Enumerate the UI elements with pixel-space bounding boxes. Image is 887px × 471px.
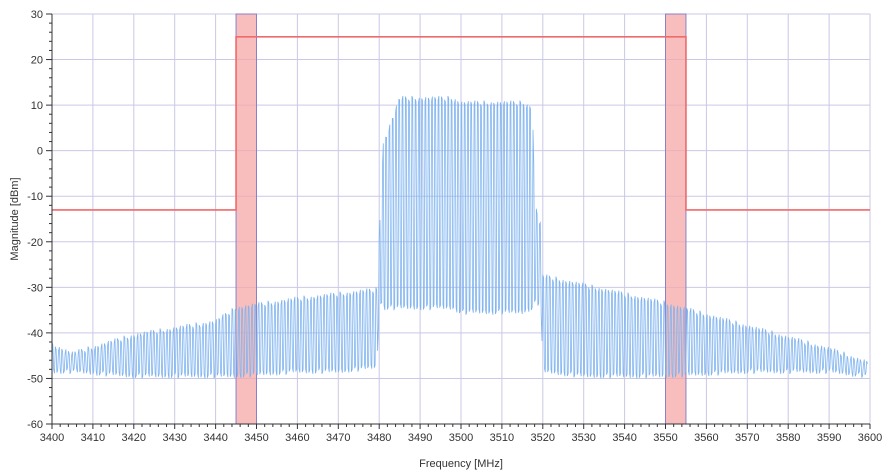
x-tick-label: 3480	[367, 432, 391, 444]
mask-series	[52, 35, 870, 211]
x-tick-label: 3550	[653, 432, 677, 444]
x-tick-label: 3490	[408, 432, 432, 444]
x-tick-label: 3510	[490, 432, 514, 444]
x-tick-label: 3520	[531, 432, 555, 444]
y-tick-label: -30	[27, 282, 43, 294]
axes: 3400 3410 3420 3430 3440 3450 3460 3470 3480 3490…	[27, 9, 882, 444]
spectrum-series	[51, 95, 868, 379]
x-tick-label: 3460	[285, 432, 309, 444]
x-tick-label: 3590	[817, 432, 841, 444]
y-axis-label: Magnitude [dBm]	[9, 177, 21, 260]
y-tick-label: 30	[31, 9, 43, 21]
x-tick-label: 3470	[326, 432, 350, 444]
spectrum-trace	[51, 95, 868, 379]
y-tick-label: 0	[37, 146, 43, 158]
x-axis-label: Frequency [MHz]	[419, 458, 503, 470]
y-tick-label: 20	[31, 55, 43, 67]
y-tick-label: 10	[31, 100, 43, 112]
x-tick-label: 3500	[449, 432, 473, 444]
y-tick-label: -10	[27, 191, 43, 203]
x-tick-label: 3420	[122, 432, 146, 444]
x-tick-label: 3580	[776, 432, 800, 444]
x-tick-label: 3600	[858, 432, 882, 444]
mask-line	[52, 35, 870, 211]
x-tick-label: 3410	[81, 432, 105, 444]
x-tick-label: 3450	[244, 432, 268, 444]
y-tick-label: -60	[27, 419, 43, 431]
y-tick-label: -40	[27, 328, 43, 340]
x-tick-label: 3440	[203, 432, 227, 444]
x-tick-label: 3530	[571, 432, 595, 444]
y-tick-label: -20	[27, 237, 43, 249]
x-tick-label: 3560	[694, 432, 718, 444]
x-tick-label: 3400	[40, 432, 64, 444]
x-tick-label: 3430	[162, 432, 186, 444]
y-tick-label: -50	[27, 373, 43, 385]
x-tick-label: 3570	[735, 432, 759, 444]
x-tick-label: 3540	[612, 432, 636, 444]
